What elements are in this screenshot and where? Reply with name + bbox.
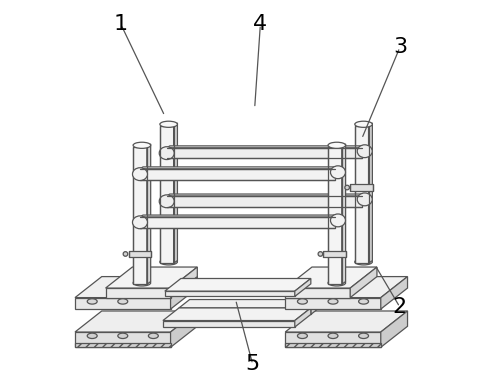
Text: 4: 4 <box>253 14 267 34</box>
Polygon shape <box>128 251 152 258</box>
Polygon shape <box>328 147 342 284</box>
Polygon shape <box>163 321 295 327</box>
Ellipse shape <box>328 333 338 338</box>
Polygon shape <box>285 298 381 309</box>
Ellipse shape <box>132 216 148 229</box>
Ellipse shape <box>132 168 148 181</box>
Polygon shape <box>75 276 197 298</box>
Ellipse shape <box>160 121 177 127</box>
Text: 1: 1 <box>114 14 128 34</box>
Polygon shape <box>350 267 377 298</box>
Polygon shape <box>140 217 335 228</box>
Polygon shape <box>324 251 346 258</box>
Polygon shape <box>167 194 365 196</box>
Polygon shape <box>285 276 408 298</box>
Polygon shape <box>350 184 373 191</box>
Ellipse shape <box>118 333 128 338</box>
Polygon shape <box>311 300 322 315</box>
Ellipse shape <box>297 299 307 304</box>
Polygon shape <box>163 308 311 321</box>
Polygon shape <box>285 311 408 332</box>
Ellipse shape <box>357 145 372 157</box>
Ellipse shape <box>159 147 174 159</box>
Ellipse shape <box>318 252 323 256</box>
Ellipse shape <box>357 193 372 206</box>
Polygon shape <box>295 308 311 327</box>
Polygon shape <box>295 278 311 296</box>
Polygon shape <box>285 343 381 347</box>
Polygon shape <box>170 311 197 347</box>
Ellipse shape <box>160 259 177 265</box>
Ellipse shape <box>123 252 128 256</box>
Polygon shape <box>160 126 173 263</box>
Polygon shape <box>106 288 170 298</box>
Text: 5: 5 <box>246 355 260 375</box>
Ellipse shape <box>355 259 372 265</box>
Polygon shape <box>179 308 311 315</box>
Polygon shape <box>170 276 197 309</box>
Polygon shape <box>342 144 346 284</box>
Ellipse shape <box>133 280 151 286</box>
Polygon shape <box>75 332 170 347</box>
Polygon shape <box>140 167 338 169</box>
Ellipse shape <box>87 333 97 338</box>
Ellipse shape <box>159 195 174 208</box>
Ellipse shape <box>148 333 158 338</box>
Ellipse shape <box>118 299 128 304</box>
Polygon shape <box>285 267 377 288</box>
Ellipse shape <box>330 214 345 227</box>
Polygon shape <box>75 311 197 332</box>
Polygon shape <box>140 215 338 217</box>
Text: 2: 2 <box>393 297 407 317</box>
Ellipse shape <box>359 299 369 304</box>
Polygon shape <box>167 146 365 148</box>
Polygon shape <box>147 144 151 284</box>
Polygon shape <box>369 123 372 263</box>
Polygon shape <box>170 267 197 298</box>
Ellipse shape <box>297 333 307 338</box>
Polygon shape <box>355 126 369 263</box>
Ellipse shape <box>359 333 369 338</box>
Ellipse shape <box>133 142 151 148</box>
Ellipse shape <box>328 299 338 304</box>
Ellipse shape <box>87 299 97 304</box>
Polygon shape <box>179 300 322 308</box>
Ellipse shape <box>328 142 346 148</box>
Text: 3: 3 <box>393 37 407 57</box>
Polygon shape <box>75 343 170 347</box>
Polygon shape <box>173 123 177 263</box>
Polygon shape <box>285 288 350 298</box>
Polygon shape <box>167 196 362 207</box>
Polygon shape <box>140 169 335 179</box>
Ellipse shape <box>330 166 345 179</box>
Ellipse shape <box>355 121 372 127</box>
Polygon shape <box>133 147 147 284</box>
Polygon shape <box>165 278 311 291</box>
Polygon shape <box>106 267 197 288</box>
Polygon shape <box>285 332 381 347</box>
Polygon shape <box>75 298 170 309</box>
Polygon shape <box>167 148 362 159</box>
Polygon shape <box>165 291 295 296</box>
Polygon shape <box>381 276 408 309</box>
Ellipse shape <box>345 185 349 190</box>
Polygon shape <box>381 311 408 347</box>
Ellipse shape <box>328 280 346 286</box>
